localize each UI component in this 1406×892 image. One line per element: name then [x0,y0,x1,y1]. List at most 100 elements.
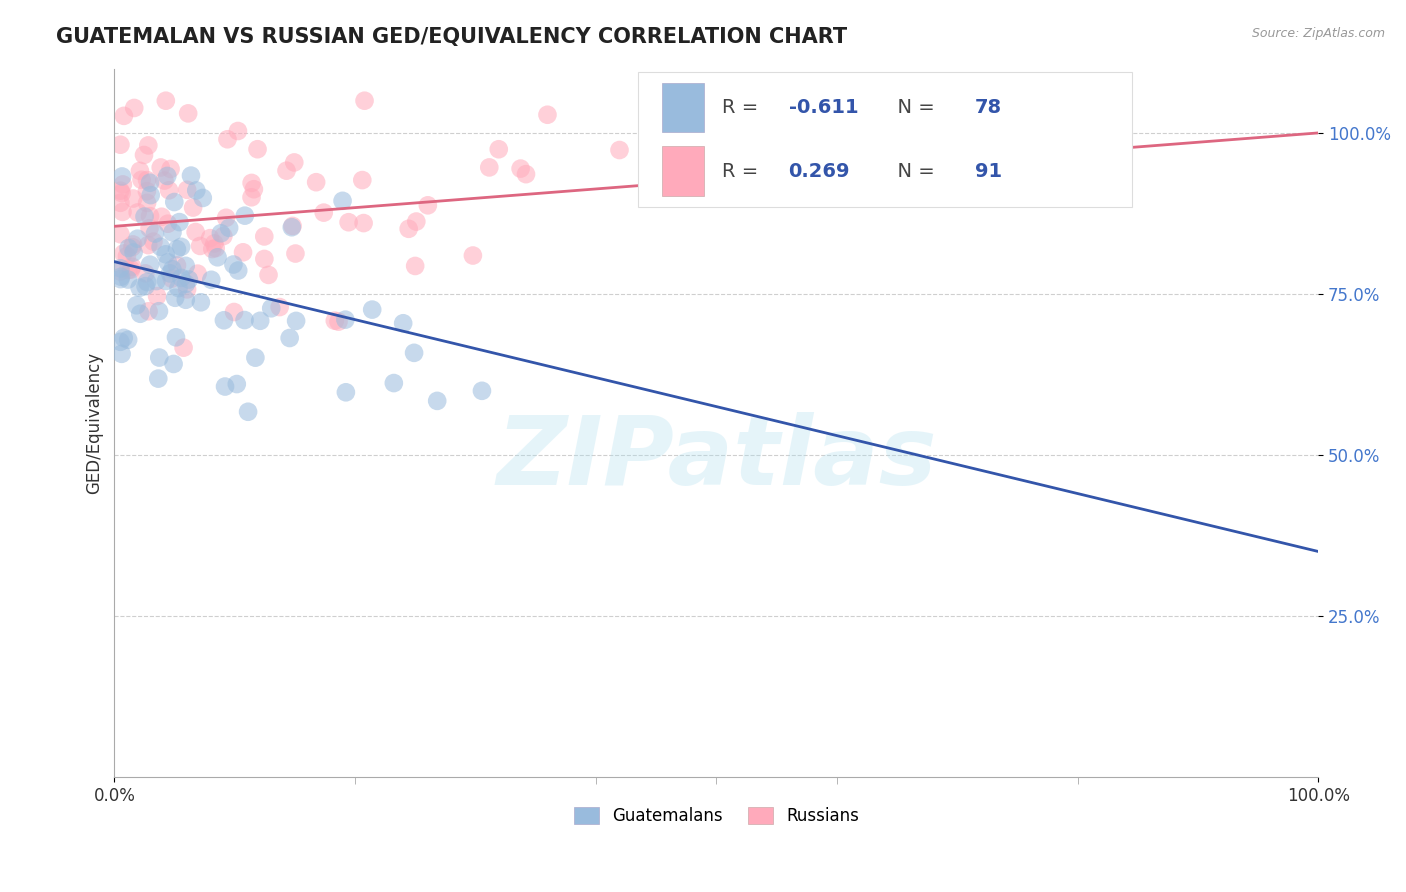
Bar [662,83,704,132]
FancyBboxPatch shape [638,72,1132,207]
Point [352,173,374,187]
Point [111,205,134,219]
Point [426,393,449,408]
Point [170,240,193,254]
Point [332,194,354,208]
Point [177,272,200,286]
Point [121,240,143,254]
Point [173,341,195,355]
Point [471,384,494,398]
Point [488,142,510,156]
Point [112,109,135,123]
Point [181,201,204,215]
Point [148,351,170,365]
Point [155,247,177,261]
Point [253,229,276,244]
Point [139,176,162,190]
Point [110,227,132,242]
Point [515,167,537,181]
Text: 78: 78 [976,98,1002,117]
Point [180,169,202,183]
Point [478,161,501,175]
Point [170,271,193,285]
Point [110,272,132,286]
Point [509,161,531,176]
Point [127,205,149,219]
Point [283,155,305,169]
Point [236,405,259,419]
Point [323,314,346,328]
Point [145,274,167,288]
Point [281,219,304,233]
Point [110,264,132,278]
Point [276,163,298,178]
Point [186,183,208,197]
Point [160,271,183,285]
Point [207,250,229,264]
Point [165,330,187,344]
Point [167,281,190,295]
Point [335,312,357,326]
Point [139,188,162,202]
Point [138,304,160,318]
Point [215,211,238,225]
Point [115,249,138,263]
Point [174,259,197,273]
Point [134,266,156,280]
Point [404,259,426,273]
Point [135,279,157,293]
Point [112,331,135,345]
Text: -0.611: -0.611 [789,98,858,117]
Point [155,274,177,288]
Point [184,225,207,239]
Point [138,221,160,235]
Point [609,143,631,157]
Point [136,238,159,252]
Point [117,272,139,286]
Point [200,273,222,287]
Point [155,94,177,108]
Point [132,148,155,162]
Point [128,281,150,295]
Point [122,237,145,252]
Point [134,210,156,224]
Point [240,176,263,190]
Text: N =: N = [884,161,941,181]
Point [135,184,157,198]
Point [163,194,186,209]
Point [284,246,307,260]
Point [201,242,224,256]
Point [209,227,232,241]
Point [190,295,212,310]
Point [117,241,139,255]
Point [176,183,198,197]
Point [202,236,225,251]
Point [122,245,145,260]
Point [285,314,308,328]
Point [382,376,405,390]
Point [416,198,439,212]
Point [176,282,198,296]
Point [162,357,184,371]
Point [146,289,169,303]
Y-axis label: GED/Equivalency: GED/Equivalency [86,351,103,494]
Point [129,307,152,321]
Point [110,261,132,276]
Point [353,216,375,230]
Point [191,191,214,205]
Point [253,252,276,266]
Point [159,161,181,176]
Point [156,217,179,231]
Point [257,268,280,282]
Text: GUATEMALAN VS RUSSIAN GED/EQUIVALENCY CORRELATION CHART: GUATEMALAN VS RUSSIAN GED/EQUIVALENCY CO… [56,27,848,46]
Point [139,209,162,223]
Point [156,169,179,183]
Point [117,333,139,347]
Text: 91: 91 [976,161,1002,181]
Point [125,298,148,312]
Point [174,277,197,291]
Point [110,269,132,284]
Point [122,192,145,206]
Point [162,262,184,277]
Point [187,267,209,281]
